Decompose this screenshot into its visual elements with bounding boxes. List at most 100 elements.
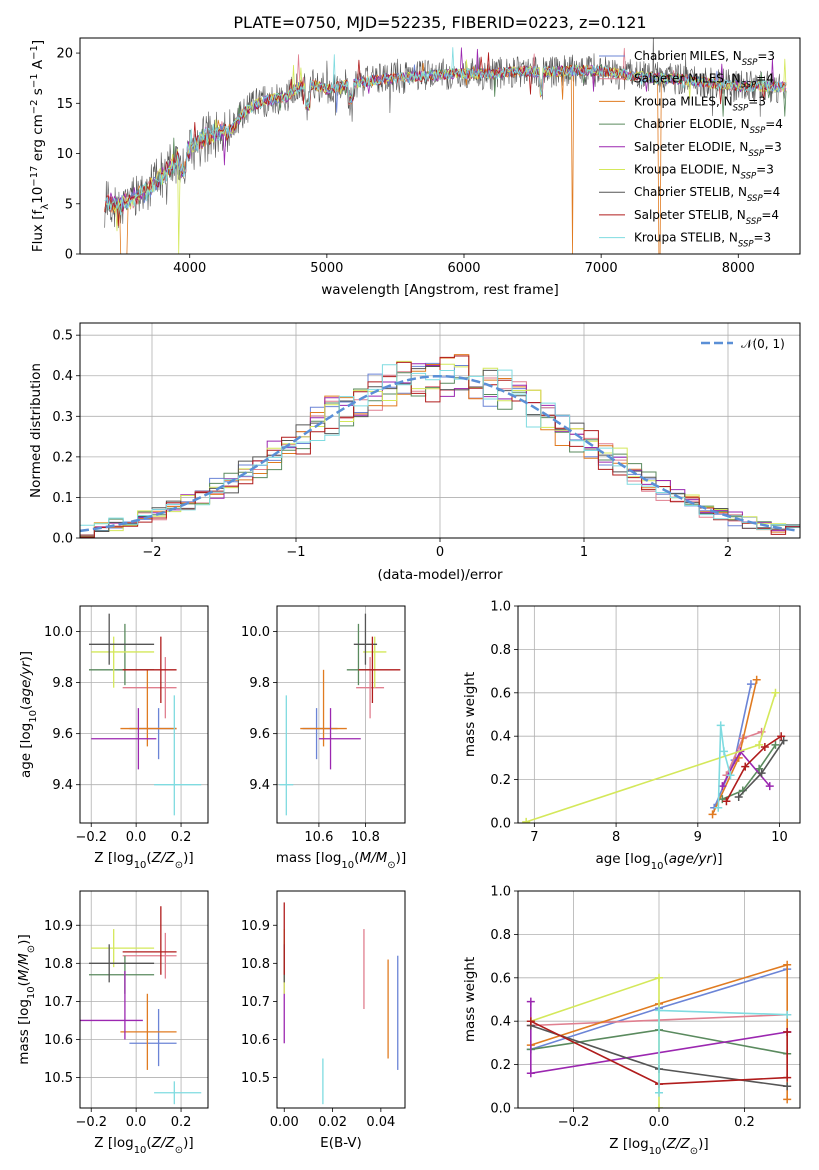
mass-weight-line bbox=[717, 725, 732, 808]
mass-weight-marker bbox=[771, 740, 780, 749]
legend-sub: SSP bbox=[747, 194, 763, 204]
y-axis-label-part: 10 bbox=[30, 187, 46, 204]
y-tick-label: 10.9 bbox=[44, 919, 73, 934]
x-axis-label: Z [log10(Z/Z⊙)] bbox=[94, 1135, 193, 1156]
y-axis-label-part: age [log bbox=[18, 723, 34, 778]
mass-weight-marker bbox=[734, 792, 743, 801]
legend-sub: SSP bbox=[738, 240, 754, 250]
x-tick-label: 0.0 bbox=[126, 830, 147, 845]
legend-label: Chabrier STELIB, NSSP=4 bbox=[634, 185, 780, 204]
y-axis-label-part: ( bbox=[18, 705, 34, 710]
plot-area-spectrum bbox=[104, 38, 787, 254]
y-axis-label: mass [log10(M/M⊙)] bbox=[16, 934, 37, 1064]
x-axis-label-part: ⊙ bbox=[175, 860, 183, 871]
x-axis-label-part: Z [log bbox=[609, 1136, 648, 1152]
y-axis-label-part: )] bbox=[16, 934, 32, 945]
legend-name: Kroupa MILES, N bbox=[634, 94, 733, 108]
spectrum-line-kroupa-miles bbox=[104, 62, 787, 254]
y-tick-label: 0.2 bbox=[490, 1058, 511, 1073]
legend-name: Salpeter MILES, N bbox=[634, 72, 741, 86]
y-axis-label-part: λ bbox=[40, 204, 51, 210]
legend-label: Chabrier ELODIE, NSSP=4 bbox=[634, 117, 783, 136]
legend-value: =3 bbox=[764, 140, 782, 154]
mass-weight-marker bbox=[522, 817, 531, 823]
x-tick-label: 0.2 bbox=[171, 830, 192, 845]
legend-label: Chabrier MILES, NSSP=3 bbox=[634, 49, 775, 68]
legend-name: Salpeter STELIB, N bbox=[634, 208, 746, 222]
axes-frame bbox=[79, 322, 801, 539]
legend-value: =4 bbox=[763, 185, 781, 199]
y-tick-label: 0 bbox=[65, 248, 73, 263]
legend-sub: SSP bbox=[741, 172, 757, 182]
spectrum-line-chabrier-miles bbox=[104, 64, 787, 209]
x-axis-label-part: E(B-V) bbox=[320, 1135, 362, 1151]
y-axis-label: Flux [fλ10−17 erg cm−2 s−1 A−1] bbox=[29, 40, 51, 252]
legend-value: =3 bbox=[757, 49, 775, 63]
mass-weight-marker bbox=[716, 721, 725, 730]
x-tick-label: 0 bbox=[436, 545, 444, 560]
x-axis-label-part: ( bbox=[663, 851, 668, 867]
x-axis-label-part: (data-model)/error bbox=[377, 567, 503, 583]
mass-weight-marker bbox=[783, 1082, 792, 1091]
x-axis-label-part: )] bbox=[183, 850, 194, 866]
x-tick-label: 6000 bbox=[447, 261, 480, 276]
legend-label: Kroupa ELODIE, NSSP=3 bbox=[634, 163, 774, 182]
x-axis-label-part: mass [log bbox=[276, 850, 342, 866]
plot-area-age_vs_Z bbox=[88, 613, 202, 816]
mass-weight-marker bbox=[526, 1069, 535, 1078]
x-axis-label: wavelength [Angstrom, rest frame] bbox=[321, 282, 559, 298]
x-axis-label: (data-model)/error bbox=[377, 567, 503, 583]
y-tick-label: 10.0 bbox=[241, 625, 270, 640]
y-axis-label-part: −17 bbox=[29, 166, 40, 187]
y-axis-label-part: Flux [f bbox=[30, 209, 46, 253]
panel-massweight_vs_Z: −0.2 0.0 0.2 0.0 0.2 0.4 0.6 0.8 1.0 Z [log10(Z/Z… bbox=[462, 885, 801, 1157]
legend-name: Kroupa STELIB, N bbox=[634, 231, 738, 245]
legend-name: Chabrier MILES, N bbox=[634, 49, 742, 63]
y-tick-label: 10.5 bbox=[44, 1071, 73, 1086]
y-tick-label: 0.2 bbox=[490, 773, 511, 788]
mass-weight-marker bbox=[783, 1073, 792, 1082]
x-tick-label: 0.04 bbox=[366, 1115, 395, 1130]
mass-weight-marker bbox=[726, 771, 735, 780]
axes-frame bbox=[79, 37, 801, 255]
x-axis-label-part: )] bbox=[698, 1136, 709, 1152]
mass-weight-marker bbox=[783, 1010, 792, 1019]
x-axis-label-part: )] bbox=[396, 850, 407, 866]
x-axis-label-part: Z [log bbox=[94, 850, 133, 866]
mass-weight-marker bbox=[718, 795, 727, 804]
x-tick-label: 8 bbox=[612, 830, 620, 845]
x-axis-label-part: ⊙ bbox=[690, 1146, 698, 1157]
x-axis-label-part: age/yr bbox=[669, 851, 714, 867]
y-tick-label: 9.8 bbox=[52, 676, 73, 691]
mass-weight-marker bbox=[783, 1028, 792, 1037]
y-tick-label: 0.4 bbox=[490, 730, 511, 745]
x-tick-label: 4000 bbox=[173, 261, 206, 276]
legend-value: =3 bbox=[748, 94, 766, 108]
x-tick-label: 2 bbox=[724, 545, 732, 560]
x-axis-label: E(B-V) bbox=[320, 1135, 362, 1151]
x-axis-label-part: )] bbox=[183, 1135, 194, 1151]
legend-sub: SSP bbox=[746, 217, 762, 227]
legend-sub: SSP bbox=[742, 58, 758, 68]
legend-name: Chabrier STELIB, N bbox=[634, 185, 747, 199]
y-axis-label-part: )] bbox=[18, 651, 34, 662]
x-axis-label-part: 10 bbox=[651, 861, 664, 872]
plot-area-massweight_vs_age bbox=[522, 675, 788, 823]
y-axis-label-part: −1 bbox=[29, 73, 40, 88]
axes-frame bbox=[79, 605, 209, 824]
mass-weight-marker bbox=[752, 675, 761, 684]
x-tick-label: −0.2 bbox=[75, 1115, 107, 1130]
legend-label: Salpeter ELODIE, NSSP=3 bbox=[634, 140, 782, 159]
mass-weight-marker bbox=[777, 732, 786, 741]
x-axis-label: Z [log10(Z/Z⊙)] bbox=[94, 850, 193, 871]
x-axis-label-part: ⊙ bbox=[387, 860, 395, 871]
axes-frame bbox=[517, 605, 801, 824]
x-axis-label-part: )] bbox=[712, 851, 723, 867]
mass-weight-marker bbox=[783, 960, 792, 969]
normal-reference-curve bbox=[80, 374, 798, 533]
panel-mass_vs_Z: −0.2 0.0 0.210.510.610.710.810.9Z [log10(Z… bbox=[16, 890, 209, 1156]
legend-value: =3 bbox=[756, 163, 774, 177]
legend-value: =4 bbox=[765, 117, 783, 131]
